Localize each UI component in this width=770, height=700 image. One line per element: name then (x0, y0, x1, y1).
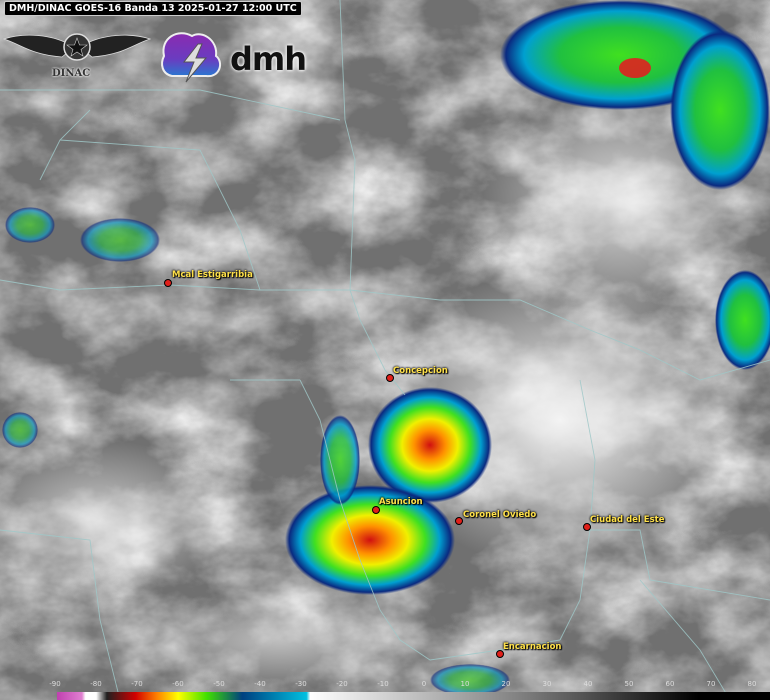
colorbar-tick-label: -50 (213, 680, 225, 688)
colorbar-tick-label: 40 (583, 680, 593, 688)
colorbar-tick-label: 20 (501, 680, 511, 688)
winged-star-emblem-icon (2, 33, 152, 61)
colorbar-tick-label: 80 (747, 680, 757, 688)
colorbar-tick-label: -10 (377, 680, 389, 688)
dmh-logo: dmh (158, 28, 308, 88)
colorbar-tick-label: 50 (624, 680, 634, 688)
colorbar-tick-label: 10 (460, 680, 470, 688)
colorbar-tick-label: -60 (172, 680, 184, 688)
city-label: Asuncion (379, 497, 423, 507)
city-dot (164, 279, 172, 287)
colorbar-tick-label: -80 (90, 680, 102, 688)
city-label: Ciudad del Este (590, 515, 665, 525)
city-dot (386, 374, 394, 382)
city-dot (583, 523, 591, 531)
city-label: Encarnacion (503, 642, 562, 652)
city-label: Coronel Oviedo (463, 510, 537, 520)
colorbar-tick-label: -70 (131, 680, 143, 688)
colorbar-tick-label: 30 (542, 680, 552, 688)
colorbar-tick-label: 70 (706, 680, 716, 688)
colorbar-tick-label: 60 (665, 680, 675, 688)
image-title: DMH/DINAC GOES-16 Banda 13 2025-01-27 12… (4, 1, 302, 16)
colorbar-tick-label: -30 (295, 680, 307, 688)
city-dot (372, 506, 380, 514)
temperature-colorbar (57, 692, 770, 700)
cloud-lightning-icon (161, 32, 222, 83)
colorbar-tick-label: -90 (49, 680, 61, 688)
colorbar-tick-label: -20 (336, 680, 348, 688)
city-label: Mcal Estigarribia (172, 270, 253, 280)
city-dot (455, 517, 463, 525)
city-label: Concepcion (393, 366, 448, 376)
city-dot (496, 650, 504, 658)
dinac-logo-text: DINAC (52, 68, 91, 79)
dmh-logo-text: dmh (230, 40, 307, 78)
colorbar-tick-label: 0 (421, 680, 427, 688)
dinac-logo: DINAC (2, 25, 152, 85)
colorbar-tick-label: -40 (254, 680, 266, 688)
